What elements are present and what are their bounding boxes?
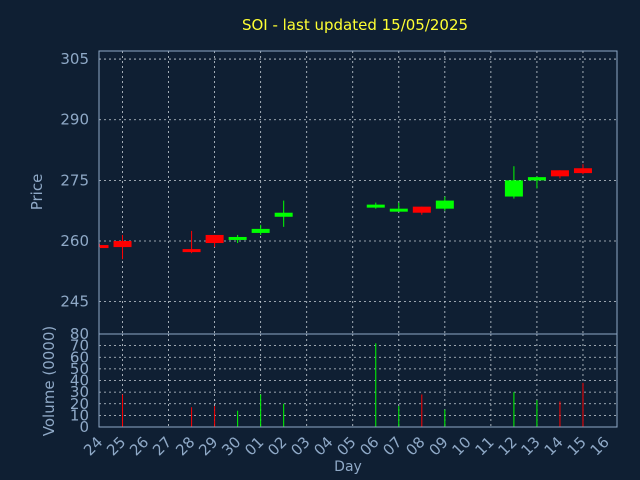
candle-body: [182, 249, 201, 253]
volume-tick-label: 80: [70, 325, 89, 343]
candles: [99, 164, 592, 260]
candle-body: [113, 241, 132, 248]
volume-tick-label: 40: [70, 372, 89, 390]
candle-body: [100, 245, 109, 249]
candle-body: [228, 236, 247, 240]
price-tick-label: 245: [60, 293, 89, 311]
volume-tick-label: 70: [70, 337, 89, 355]
candle-body: [412, 206, 431, 213]
candle-body: [251, 228, 270, 233]
x-tick-label: 16: [587, 433, 613, 459]
candle-body: [389, 208, 408, 212]
volume-tick-label: 0: [79, 418, 89, 436]
volume-tick-label: 20: [70, 395, 89, 413]
volume-tick-label: 30: [70, 383, 89, 401]
price-tick-label: 275: [60, 171, 89, 189]
candle-body: [527, 177, 546, 181]
volume-grid: [99, 334, 617, 427]
candle-body: [205, 234, 224, 244]
price-tick-label: 305: [60, 50, 89, 68]
candle-body: [504, 180, 523, 197]
price-panel-frame: [98, 50, 618, 335]
candle-body: [274, 212, 293, 217]
candle-body: [435, 200, 454, 209]
volume-bars: [122, 343, 584, 427]
candle-body: [573, 168, 592, 174]
price-axis-label: Price: [28, 174, 46, 211]
x-axis-label: Day: [334, 459, 362, 475]
price-tick-label: 260: [60, 232, 89, 250]
volume-axis-label: Volume (0000): [40, 326, 58, 436]
price-axis-ticks: 245 260 275 290 305: [60, 50, 89, 311]
x-axis-ticks: 2425262728293001020304050607080910111213…: [80, 433, 613, 459]
volume-tick-label: 60: [70, 348, 89, 366]
volume-tick-label: 50: [70, 360, 89, 378]
price-tick-label: 290: [60, 111, 89, 129]
chart-title: SOI - last updated 15/05/2025: [242, 16, 468, 34]
candle-body: [550, 170, 569, 177]
candle-body: [366, 204, 385, 208]
volume-panel-frame: [98, 333, 618, 428]
volume-tick-label: 10: [70, 406, 89, 424]
price-grid: [99, 51, 617, 334]
